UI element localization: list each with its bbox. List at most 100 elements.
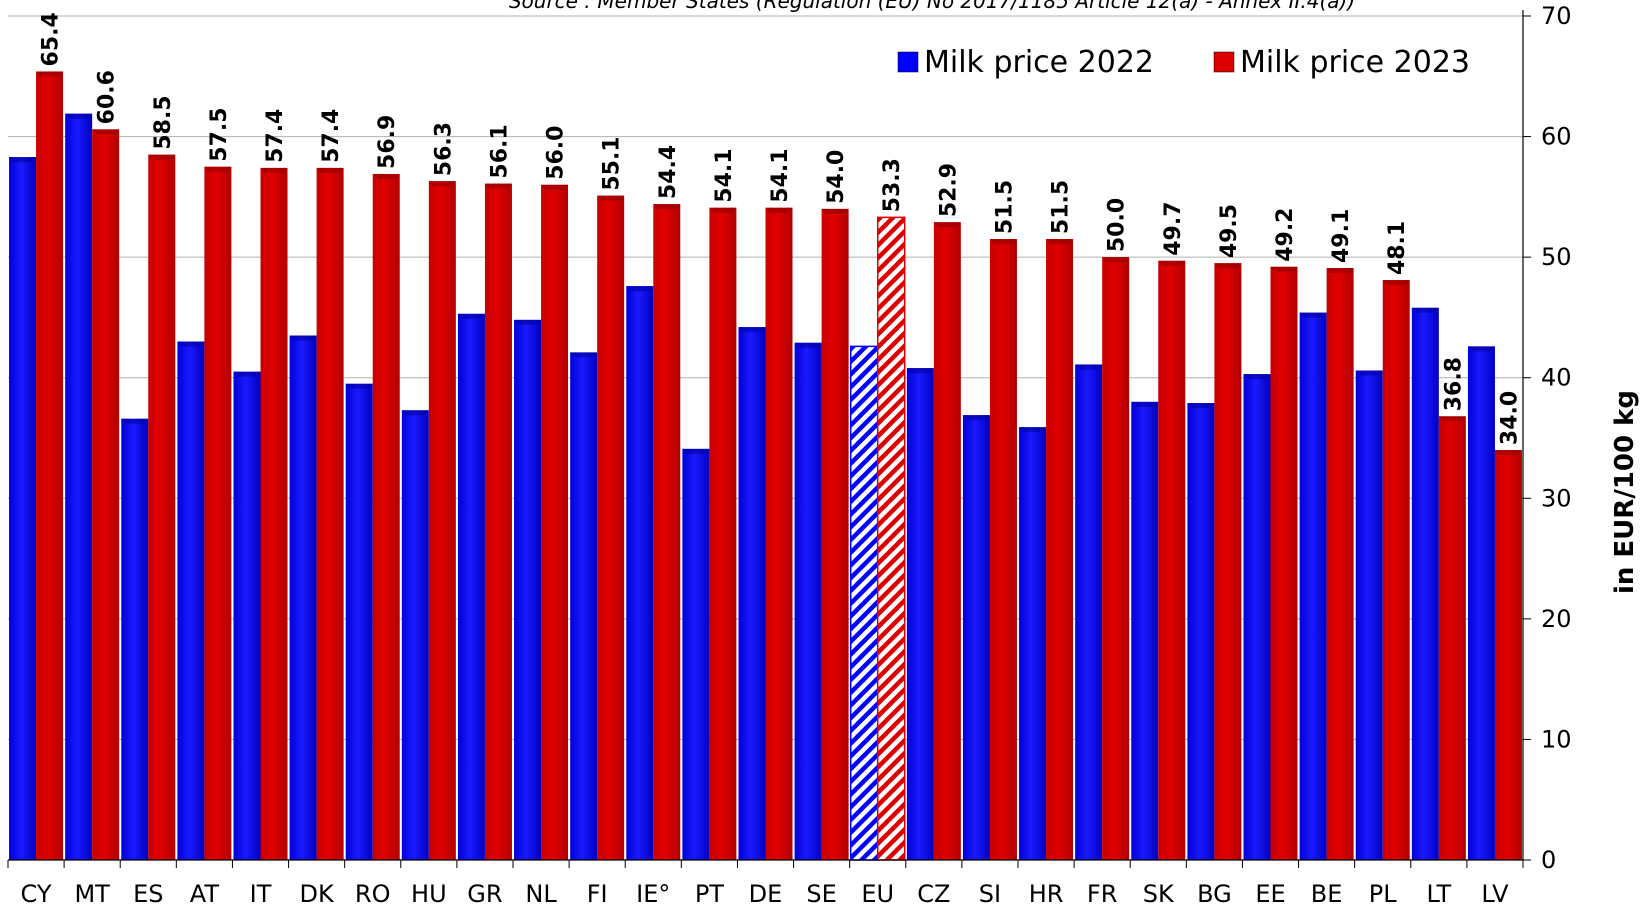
bar-2022-IE° <box>626 286 654 861</box>
legend-swatch-2022 <box>897 51 919 73</box>
bar-top-bevel <box>1046 239 1074 245</box>
legend-label-2023: Milk price 2023 <box>1240 45 1470 80</box>
bar-top-bevel <box>1326 267 1354 273</box>
bar-2023-CY <box>36 71 64 860</box>
category-label-MT: MT <box>74 880 110 908</box>
bar-top-bevel <box>626 286 654 292</box>
bar-2023-BG <box>1214 263 1242 861</box>
value-label-LV: 34.0 <box>1497 391 1522 445</box>
bar-top-bevel <box>1075 364 1103 370</box>
bar-2022-PL <box>1355 370 1383 860</box>
value-label-MT: 60.6 <box>95 70 120 124</box>
value-label-DE: 54.1 <box>768 148 793 202</box>
bar-top-bevel <box>9 157 37 163</box>
value-label-BE: 49.1 <box>1329 209 1354 263</box>
bar-top-bevel <box>345 383 373 389</box>
category-label-SI: SI <box>979 880 1001 908</box>
bar-2022-EU <box>849 345 879 861</box>
legend: Milk price 2022 Milk price 2023 <box>897 45 1470 80</box>
bar-top-bevel <box>1355 370 1383 376</box>
value-label-IE°: 54.4 <box>656 145 681 199</box>
category-label-PL: PL <box>1369 880 1397 908</box>
value-label-FI: 55.1 <box>600 136 625 190</box>
category-label-CZ: CZ <box>917 880 950 908</box>
value-label-BG: 49.5 <box>1217 204 1242 258</box>
bar-2023-PL <box>1382 280 1410 861</box>
category-label-PT: PT <box>695 880 724 908</box>
category-label-AT: AT <box>190 880 220 908</box>
value-labels: 65.4 60.6 58.5 57.5 57.4 57.4 56.9 56.3 56.1 56.0… <box>39 12 1523 445</box>
bar-2022-BE <box>1299 312 1327 860</box>
bar-top-bevel <box>177 341 205 347</box>
source-note: Source : Member States (Regulation (EU) … <box>509 0 1355 13</box>
bar-2023-RO <box>372 173 400 860</box>
bar-top-bevel <box>653 204 681 210</box>
value-label-PL: 48.1 <box>1385 221 1410 275</box>
bar-top-bevel <box>765 207 793 213</box>
bar-2022-AT <box>177 341 205 860</box>
bar-top-bevel <box>92 129 120 135</box>
bar-2022-MT <box>65 113 93 861</box>
value-label-AT: 57.5 <box>207 107 232 161</box>
bar-2023-HR <box>1046 239 1074 861</box>
bar-2022-FR <box>1075 364 1103 860</box>
bar-2023-PT <box>709 207 737 861</box>
value-label-EE: 49.2 <box>1273 208 1298 262</box>
bar-2023-DE <box>765 207 793 861</box>
bar-top-bevel <box>1299 312 1327 318</box>
bar-2023-GR <box>484 183 512 860</box>
y-tick-label: 60 <box>1541 123 1572 151</box>
value-label-SE: 54.0 <box>824 150 849 204</box>
bar-2022-SE <box>794 342 822 861</box>
bar-2022-CZ <box>906 368 934 860</box>
bar-2022-IT <box>233 371 261 860</box>
bar-2022-PT <box>682 448 710 860</box>
category-label-HU: HU <box>411 880 447 908</box>
bar-top-bevel <box>1102 257 1130 263</box>
y-tick-label: 10 <box>1541 725 1572 753</box>
bar-top-bevel <box>1438 416 1466 422</box>
category-label-SK: SK <box>1143 880 1175 908</box>
bar-top-bevel <box>401 410 429 416</box>
bar-top-bevel <box>962 415 990 421</box>
x-axis: CY MT ES AT IT DK RO HU GR NL FI IE° PT DE SE EU CZ SI HR F… <box>7 859 1524 908</box>
legend-swatch-2023 <box>1213 51 1235 73</box>
bar-2022-SI <box>962 415 990 860</box>
bar-top-bevel <box>1382 280 1410 286</box>
value-label-HU: 56.3 <box>431 122 456 176</box>
bar-2023-EE <box>1270 266 1298 860</box>
bar-top-bevel <box>682 448 710 454</box>
bar-2023-ES <box>148 154 176 860</box>
bar-top-bevel <box>457 313 485 319</box>
bar-2022-DE <box>738 327 766 860</box>
category-label-SE: SE <box>806 880 836 908</box>
bar-2023-FI <box>597 195 625 860</box>
bar-2023-SE <box>821 208 849 860</box>
bar-top-bevel <box>65 113 93 119</box>
category-label-RO: RO <box>355 880 391 908</box>
y-tick-label: 50 <box>1541 243 1572 271</box>
bar-2023-LT <box>1438 416 1466 860</box>
bar-top-bevel <box>541 184 569 190</box>
bar-top-bevel <box>1467 346 1495 352</box>
category-label-NL: NL <box>525 880 557 908</box>
bar-2022-LV <box>1467 346 1495 860</box>
value-label-SK: 49.7 <box>1161 201 1186 255</box>
category-label-GR: GR <box>467 880 502 908</box>
y-tick-label: 20 <box>1541 605 1572 633</box>
bar-2022-SK <box>1131 401 1159 860</box>
bar-top-bevel <box>514 319 542 325</box>
bar-top-bevel <box>1131 401 1159 407</box>
bar-2023-BE <box>1326 267 1354 861</box>
y-tick-label: 30 <box>1541 484 1572 512</box>
bar-2022-LT <box>1411 307 1439 861</box>
bar-2023-IE° <box>653 204 681 860</box>
category-label-BG: BG <box>1197 880 1232 908</box>
legend-label-2022: Milk price 2022 <box>924 45 1154 80</box>
category-label-FR: FR <box>1087 880 1117 908</box>
bar-2023-MT <box>92 129 120 860</box>
y-tick-label: 0 <box>1541 846 1556 874</box>
value-label-RO: 56.9 <box>375 115 400 169</box>
bar-top-bevel <box>372 173 400 179</box>
bar-top-bevel <box>933 222 961 228</box>
